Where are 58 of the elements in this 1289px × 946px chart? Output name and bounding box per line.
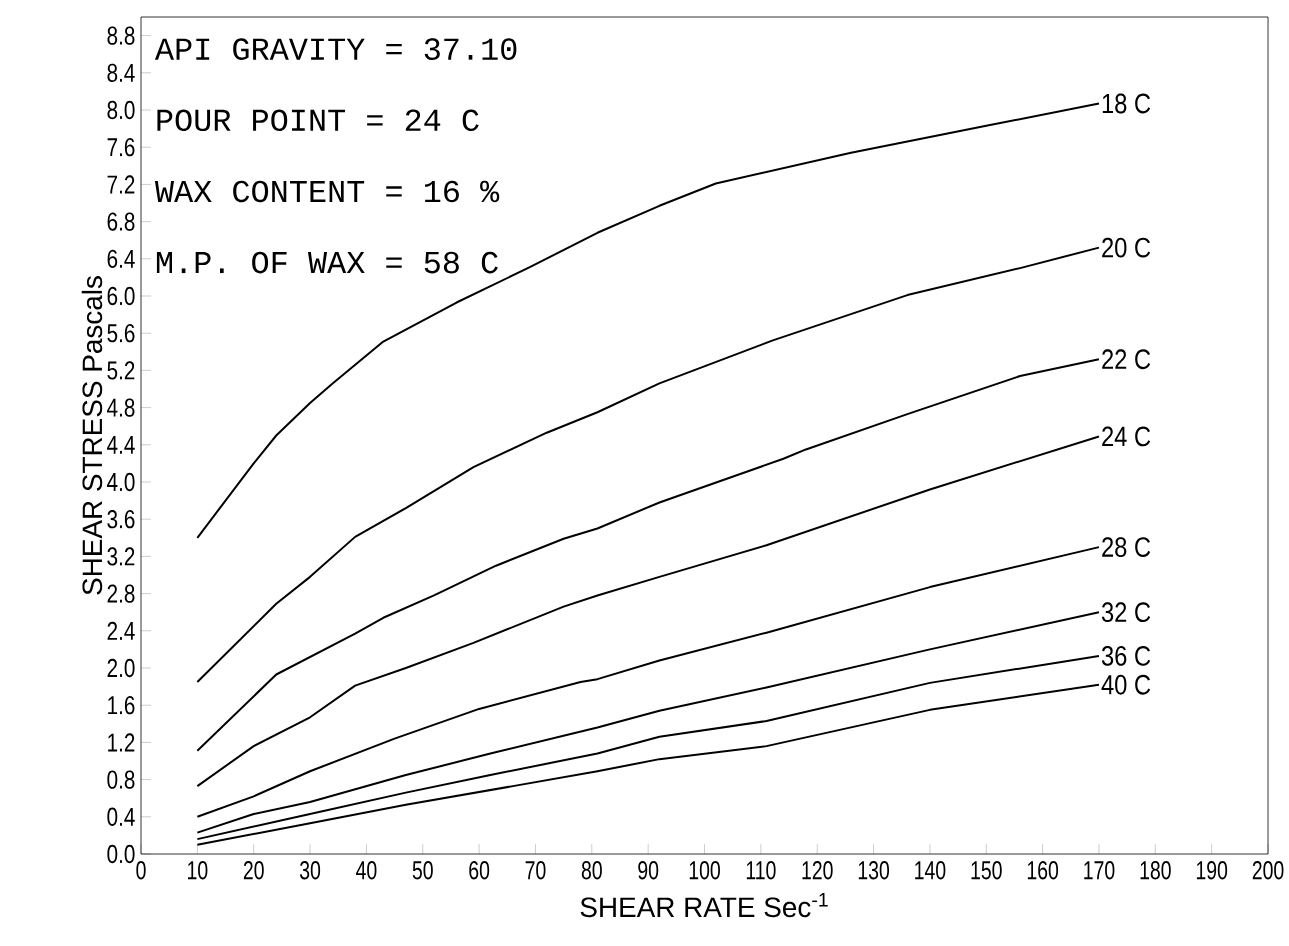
- x-tick-label: 30: [300, 861, 321, 880]
- x-tick-label: 160: [1027, 861, 1059, 880]
- y-tick-label: 6.0: [107, 286, 135, 306]
- x-tick-label: 150: [971, 861, 1002, 880]
- y-tick-label: 6.4: [107, 249, 135, 268]
- x-tick-label: 190: [1196, 861, 1228, 880]
- x-tick-label: 20: [243, 861, 264, 880]
- series-label: 40 C: [1101, 674, 1151, 695]
- series-label: 36 C: [1101, 646, 1151, 666]
- x-tick-label: 50: [412, 861, 433, 880]
- y-tick-label: 8.4: [107, 63, 135, 82]
- x-tick-label: 60: [469, 861, 490, 880]
- x-tick-label: 70: [525, 861, 546, 880]
- y-tick-label: 8.8: [107, 26, 135, 45]
- y-tick-label: 4.8: [107, 398, 135, 417]
- x-tick-label: 180: [1140, 861, 1171, 880]
- y-tick-label: 0.0: [107, 844, 135, 864]
- series-label: 22 C: [1102, 349, 1151, 370]
- x-tick-label: 40: [356, 861, 377, 880]
- x-tick-label: 90: [638, 861, 659, 880]
- series-label: 32 C: [1101, 602, 1151, 623]
- y-axis-title: SHEAR STRESS Pascals: [81, 276, 103, 595]
- x-tick-label: 200: [1252, 861, 1284, 880]
- x-tick-label: 0: [136, 861, 146, 880]
- y-tick-label: 4.4: [107, 435, 135, 454]
- annotation: M.P. OF WAX = 58 C: [156, 251, 498, 274]
- y-tick-label: 0.4: [107, 807, 135, 826]
- y-tick-label: 2.8: [107, 584, 135, 603]
- series-label: 24 C: [1102, 426, 1151, 447]
- y-tick-label: 3.6: [107, 510, 135, 529]
- annotation: POUR POINT = 24 C: [157, 109, 479, 132]
- y-tick-label: 5.6: [107, 324, 135, 343]
- y-tick-label: 2.4: [107, 621, 135, 640]
- y-tick-label: 3.2: [107, 547, 135, 566]
- x-tick-label: 170: [1084, 861, 1115, 880]
- series-label: 20 C: [1102, 237, 1151, 258]
- y-tick-label: 7.6: [107, 138, 135, 157]
- x-tick-label: 140: [915, 861, 946, 880]
- x-tick-label: 10: [188, 861, 208, 880]
- y-tick-label: 1.2: [108, 733, 135, 752]
- y-tick-label: 5.2: [107, 361, 135, 380]
- y-tick-label: 4.0: [107, 472, 135, 492]
- x-tick-label: 80: [581, 861, 602, 880]
- y-tick-label: 1.6: [108, 696, 135, 715]
- y-tick-label: 8.0: [107, 100, 135, 120]
- x-tick-label: 110: [746, 861, 776, 880]
- annotation: WAX CONTENT = 16 %: [154, 180, 500, 203]
- series-label: 18 C: [1102, 93, 1151, 114]
- y-tick-label: 2.0: [107, 658, 135, 678]
- y-tick-label: 0.8: [107, 770, 135, 789]
- series-label: 28 C: [1102, 537, 1151, 557]
- x-axis-title: SHEAR RATE Sec$^{-1}$: [580, 893, 828, 918]
- x-tick-label: 100: [689, 861, 720, 880]
- x-tick-label: 120: [802, 861, 833, 880]
- y-tick-label: 6.8: [107, 212, 135, 231]
- y-tick-label: 7.2: [107, 175, 135, 194]
- annotation: API GRAVITY = 37.10: [154, 38, 517, 60]
- x-tick-label: 130: [858, 861, 890, 880]
